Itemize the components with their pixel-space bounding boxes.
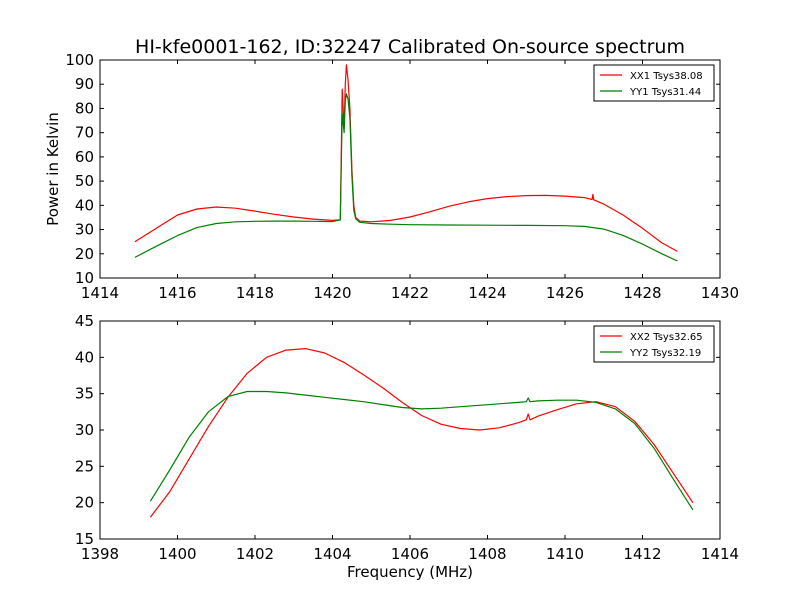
x-tick-label: 1414 [81,284,119,302]
legend-label: YY2 Tsys32.19 [629,348,701,359]
series-line-xx [134,64,678,252]
x-tick-label: 1414 [701,545,739,563]
x-axis-label: Frequency (MHz) [347,563,473,581]
y-tick-label: 10 [75,269,94,287]
x-tick-label: 1412 [623,545,661,563]
bottom-panel: 1398 1400 1402 1404 1406 1408 1410 1412 1414 15 20… [75,312,739,581]
x-tick-label: 1428 [623,284,661,302]
series-line-yy [134,93,678,262]
y-tick-label: 20 [75,245,94,263]
x-tick-label: 1404 [313,545,351,563]
y-tick-label: 35 [75,385,94,403]
x-tick-label: 1424 [468,284,506,302]
x-tick-label: 1410 [546,545,584,563]
x-tick-label: 1400 [158,545,196,563]
x-tick-label: 1408 [468,545,506,563]
legend-label: XX2 Tsys32.65 [630,332,703,343]
x-tick-label: 1406 [391,545,429,563]
chart-title: HI-kfe0001-162, ID:32247 Calibrated On-s… [135,36,685,58]
series-line-yy [149,390,694,511]
x-tick-label: 1398 [81,545,119,563]
y-tick-label: 40 [75,196,94,214]
legend: XX1 Tsys38.08 YY1 Tsys31.44 [593,64,715,102]
y-tick-label: 25 [75,457,94,475]
y-tick-label: 45 [75,312,94,330]
x-tick-label: 1422 [391,284,429,302]
x-tick-label: 1418 [236,284,274,302]
top-panel: 1414 1416 1418 1420 1422 1424 1426 1428 1430 10 20… [44,51,739,302]
y-tick-label: 50 [75,172,94,190]
x-tick-label: 1420 [313,284,351,302]
legend-label: XX1 Tsys38.08 [630,71,703,82]
y-tick-label: 60 [75,148,94,166]
y-tick-label: 100 [65,51,94,69]
legend-box [593,64,715,102]
x-tick-label: 1430 [701,284,739,302]
y-tick-label: 15 [75,530,94,548]
x-tick-label: 1426 [546,284,584,302]
x-tick-label: 1416 [158,284,196,302]
y-tick-label: 40 [75,348,94,366]
x-tick-label: 1402 [236,545,274,563]
legend-box [593,325,715,363]
y-tick-label: 80 [75,99,94,117]
legend: XX2 Tsys32.65 YY2 Tsys32.19 [593,325,715,363]
y-axis-label: Power in Kelvin [44,112,62,226]
y-tick-label: 20 [75,494,94,512]
y-tick-label: 90 [75,75,94,93]
y-tick-label: 70 [75,124,94,142]
y-tick-label: 30 [75,221,94,239]
y-tick-label: 30 [75,421,94,439]
legend-label: YY1 Tsys31.44 [629,87,701,98]
